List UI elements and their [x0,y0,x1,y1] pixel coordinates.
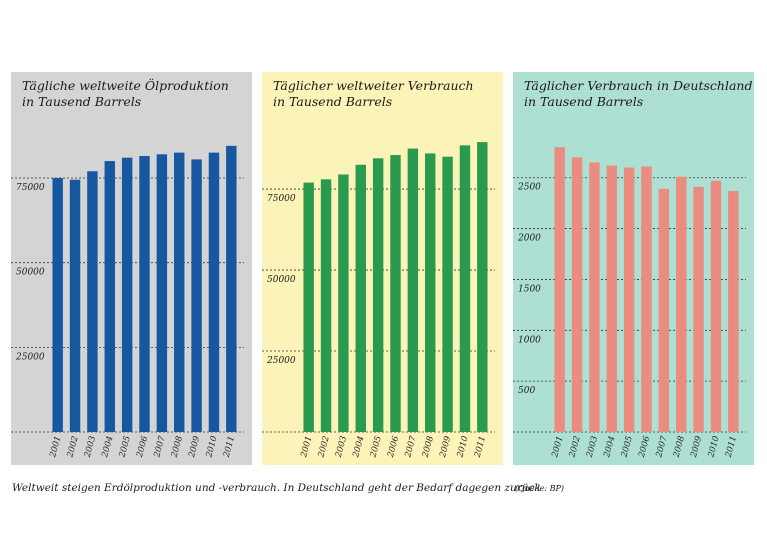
bar [191,159,202,432]
bar [121,157,133,433]
bar [52,178,63,432]
panel-world-consumption: 25000 50000 75000 2001 2002 2003 2004 2005 2006 2… [262,72,503,465]
bar [425,153,436,432]
chart-title-line2: in Tausend Barrels [273,94,393,109]
bar [459,145,471,432]
y-tick-label: 1000 [518,335,541,345]
chart-title: Täglicher weltweiter Verbrauch in Tausen… [273,78,474,110]
y-tick-label: 500 [518,386,535,396]
bar [104,161,115,432]
bar [676,176,687,432]
y-tick-label: 2000 [517,234,541,244]
source-note: (Quelle: BP) [515,484,565,493]
bar [571,157,583,432]
bar [87,171,98,432]
bar [554,147,565,432]
chart-title-line1: Täglicher weltweiter Verbrauch [273,78,474,93]
bar [174,152,185,432]
bar [710,180,722,432]
bar [338,174,349,432]
bar [303,182,314,432]
bar [728,190,739,432]
chart-title: Täglicher Verbrauch in Deutschland in Ta… [524,78,752,110]
bar [390,155,401,432]
bar [69,179,81,432]
y-tick-label: 2500 [517,183,541,193]
y-tick-label: 75000 [267,194,296,204]
y-tick-label: 50000 [16,268,45,278]
bar [407,148,419,432]
bar [606,165,617,433]
bar [442,156,453,432]
panel-germany-consumption: 500 1000 1500 2000 2500 2001 2002 2003 2004 2005 2… [513,72,754,465]
chart-title: Tägliche weltweite Ölproduktion in Tause… [22,78,229,110]
bar [372,158,384,432]
bar [589,162,600,432]
figure-caption: Weltweit steigen Erdölproduktion und -ve… [12,482,541,494]
chart-title-line1: Tägliche weltweite Ölproduktion [22,78,229,93]
bar [658,188,670,432]
bar [320,179,332,432]
panel-oil-production: 25000 50000 75000 2001 2002 2003 2004 2005 2006 2… [11,72,252,465]
y-tick-label: 75000 [16,183,45,193]
bar [693,186,704,432]
bar [477,142,488,432]
bar [623,167,635,432]
bar [355,164,366,432]
bar [226,145,237,432]
y-tick-label: 25000 [15,352,45,362]
chart-title-line2: in Tausend Barrels [22,94,142,109]
y-tick-label: 50000 [267,275,296,285]
bar [208,152,220,432]
bar [641,166,652,432]
y-tick-label: 25000 [266,356,296,366]
y-tick-label: 1500 [518,284,541,294]
chart-title-line2: in Tausend Barrels [524,94,644,109]
bar [156,154,168,432]
bar [139,156,150,432]
chart-title-line1: Täglicher Verbrauch in Deutschland [524,78,753,93]
